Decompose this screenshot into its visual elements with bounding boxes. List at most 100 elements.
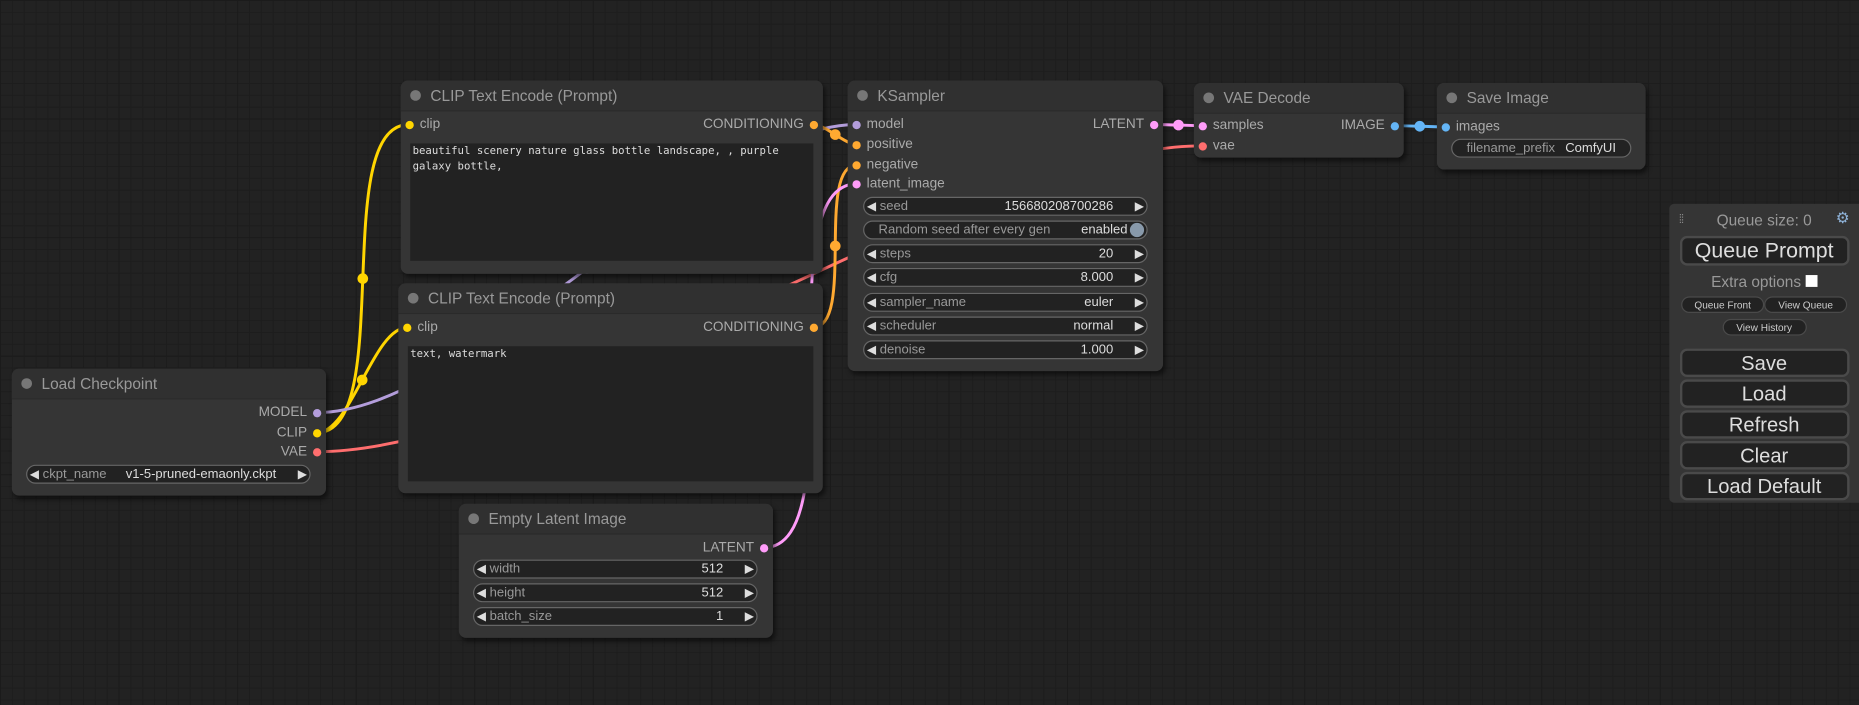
scheduler-widget[interactable]: ◀ scheduler normal ▶ bbox=[863, 316, 1148, 336]
arrow-right-icon[interactable]: ▶ bbox=[1134, 343, 1144, 357]
node-clip-text-encode-negative[interactable]: CLIP Text Encode (Prompt) clip CONDITION… bbox=[398, 283, 823, 494]
collapse-dot-icon[interactable] bbox=[21, 378, 33, 389]
input-clip[interactable]: clip bbox=[403, 319, 438, 336]
arrow-left-icon[interactable]: ◀ bbox=[866, 199, 876, 213]
link-center-dot-icon[interactable] bbox=[356, 374, 368, 386]
node-title[interactable]: Load Checkpoint bbox=[11, 368, 327, 400]
view-queue-button[interactable]: View Queue bbox=[1764, 296, 1848, 313]
output-latent[interactable]: LATENT bbox=[703, 539, 769, 556]
collapse-dot-icon[interactable] bbox=[410, 90, 421, 101]
node-clip-text-encode-positive[interactable]: CLIP Text Encode (Prompt) clip CONDITION… bbox=[400, 80, 823, 274]
load-button[interactable]: Load bbox=[1679, 379, 1849, 408]
arrow-left-icon[interactable]: ◀ bbox=[866, 343, 876, 357]
slot-dot-icon[interactable] bbox=[852, 120, 861, 129]
arrow-right-icon[interactable]: ▶ bbox=[1134, 295, 1144, 309]
output-latent[interactable]: LATENT bbox=[1093, 116, 1159, 133]
output-model[interactable]: MODEL bbox=[259, 404, 322, 421]
arrow-left-icon[interactable]: ◀ bbox=[866, 319, 876, 333]
link-center-dot-icon[interactable] bbox=[829, 129, 841, 140]
filename-prefix-input[interactable]: filename_prefix ComfyUI bbox=[1451, 138, 1632, 158]
denoise-widget[interactable]: ◀ denoise 1.000 ▶ bbox=[863, 340, 1148, 360]
link-center-dot-icon[interactable] bbox=[1414, 120, 1426, 132]
arrow-right-icon[interactable]: ▶ bbox=[1134, 270, 1144, 284]
queue-front-button[interactable]: Queue Front bbox=[1681, 296, 1765, 313]
collapse-dot-icon[interactable] bbox=[1446, 92, 1458, 104]
slot-dot-icon[interactable] bbox=[852, 179, 861, 188]
arrow-left-icon[interactable]: ◀ bbox=[476, 609, 486, 624]
collapse-dot-icon[interactable] bbox=[468, 513, 479, 525]
cfg-widget[interactable]: ◀ cfg 8.000 ▶ bbox=[863, 267, 1148, 287]
extra-options-checkbox[interactable] bbox=[1805, 275, 1818, 287]
input-positive[interactable]: positive bbox=[852, 136, 913, 153]
slot-dot-icon[interactable] bbox=[405, 120, 414, 129]
toggle-knob-icon[interactable] bbox=[1129, 222, 1145, 238]
arrow-right-icon[interactable]: ▶ bbox=[1134, 199, 1144, 213]
input-latent-image[interactable]: latent_image bbox=[852, 175, 945, 192]
slot-dot-icon[interactable] bbox=[852, 160, 861, 169]
arrow-left-icon[interactable]: ◀ bbox=[866, 270, 876, 284]
slot-dot-icon[interactable] bbox=[809, 120, 819, 129]
slot-dot-icon[interactable] bbox=[1150, 120, 1159, 129]
prompt-textarea[interactable]: text, watermark bbox=[407, 346, 814, 482]
node-ksampler[interactable]: KSampler model positive negative latent_… bbox=[847, 80, 1164, 372]
node-title[interactable]: VAE Decode bbox=[1193, 82, 1404, 114]
settings-gear-icon[interactable]: ⚙ bbox=[1835, 208, 1850, 227]
output-conditioning[interactable]: CONDITIONING bbox=[703, 116, 819, 133]
arrow-left-icon[interactable]: ◀ bbox=[476, 586, 486, 600]
refresh-button[interactable]: Refresh bbox=[1679, 410, 1849, 439]
steps-widget[interactable]: ◀ steps 20 ▶ bbox=[863, 244, 1148, 264]
height-widget[interactable]: ◀ height 512 ▶ bbox=[473, 583, 758, 603]
arrow-right-icon[interactable]: ▶ bbox=[744, 562, 754, 576]
arrow-left-icon[interactable]: ◀ bbox=[866, 247, 876, 261]
node-title[interactable]: KSampler bbox=[847, 80, 1164, 112]
node-vae-decode[interactable]: VAE Decode samples vae IMAGE bbox=[1193, 82, 1404, 158]
node-title[interactable]: Save Image bbox=[1436, 82, 1646, 114]
drag-handle-icon[interactable]: ⁞⁞ bbox=[1678, 213, 1684, 227]
input-vae[interactable]: vae bbox=[1198, 138, 1235, 155]
collapse-dot-icon[interactable] bbox=[407, 292, 419, 304]
node-title[interactable]: Empty Latent Image bbox=[458, 503, 774, 535]
input-samples[interactable]: samples bbox=[1198, 117, 1264, 134]
random-seed-toggle[interactable]: Random seed after every gen enabled bbox=[863, 220, 1148, 240]
slot-dot-icon[interactable] bbox=[1441, 122, 1450, 132]
arrow-right-icon[interactable]: ▶ bbox=[297, 467, 307, 481]
width-widget[interactable]: ◀ width 512 ▶ bbox=[473, 559, 758, 579]
input-negative[interactable]: negative bbox=[852, 156, 918, 173]
arrow-left-icon[interactable]: ◀ bbox=[476, 562, 486, 576]
node-load-checkpoint[interactable]: Load Checkpoint MODEL CLIP VAE ◀ ckpt_nam… bbox=[11, 368, 327, 496]
link-center-dot-icon[interactable] bbox=[1173, 119, 1184, 131]
output-conditioning[interactable]: CONDITIONING bbox=[703, 319, 819, 336]
arrow-right-icon[interactable]: ▶ bbox=[744, 609, 754, 624]
prompt-textarea[interactable]: beautiful scenery nature glass bottle la… bbox=[410, 143, 814, 261]
output-image[interactable]: IMAGE bbox=[1341, 117, 1399, 134]
slot-dot-icon[interactable] bbox=[852, 140, 861, 149]
collapse-dot-icon[interactable] bbox=[857, 90, 868, 101]
input-images[interactable]: images bbox=[1441, 119, 1500, 136]
slot-dot-icon[interactable] bbox=[403, 323, 412, 332]
node-title[interactable]: CLIP Text Encode (Prompt) bbox=[400, 80, 823, 112]
clear-button[interactable]: Clear bbox=[1679, 441, 1849, 470]
arrow-left-icon[interactable]: ◀ bbox=[29, 467, 39, 481]
queue-prompt-button[interactable]: Queue Prompt bbox=[1679, 235, 1849, 266]
sampler-name-widget[interactable]: ◀ sampler_name euler ▶ bbox=[863, 292, 1148, 312]
arrow-right-icon[interactable]: ▶ bbox=[1134, 247, 1144, 261]
slot-dot-icon[interactable] bbox=[1390, 121, 1399, 130]
link-center-dot-icon[interactable] bbox=[357, 273, 369, 284]
slot-dot-icon[interactable] bbox=[312, 447, 322, 456]
ckpt-name-combo[interactable]: ◀ ckpt_name v1-5-pruned-emaonly.ckpt ▶ bbox=[26, 464, 311, 484]
output-clip[interactable]: CLIP bbox=[277, 424, 322, 441]
arrow-right-icon[interactable]: ▶ bbox=[744, 586, 754, 600]
slot-dot-icon[interactable] bbox=[809, 323, 819, 332]
view-history-button[interactable]: View History bbox=[1722, 318, 1807, 336]
link-center-dot-icon[interactable] bbox=[829, 240, 841, 252]
arrow-right-icon[interactable]: ▶ bbox=[1134, 319, 1144, 333]
collapse-dot-icon[interactable] bbox=[1203, 92, 1215, 104]
batch-size-widget[interactable]: ◀ batch_size 1 ▶ bbox=[473, 607, 758, 626]
load-default-button[interactable]: Load Default bbox=[1679, 471, 1849, 501]
arrow-left-icon[interactable]: ◀ bbox=[866, 295, 876, 309]
node-title[interactable]: CLIP Text Encode (Prompt) bbox=[398, 283, 823, 315]
slot-dot-icon[interactable] bbox=[312, 408, 322, 417]
slot-dot-icon[interactable] bbox=[312, 428, 322, 437]
slot-dot-icon[interactable] bbox=[1198, 121, 1207, 130]
